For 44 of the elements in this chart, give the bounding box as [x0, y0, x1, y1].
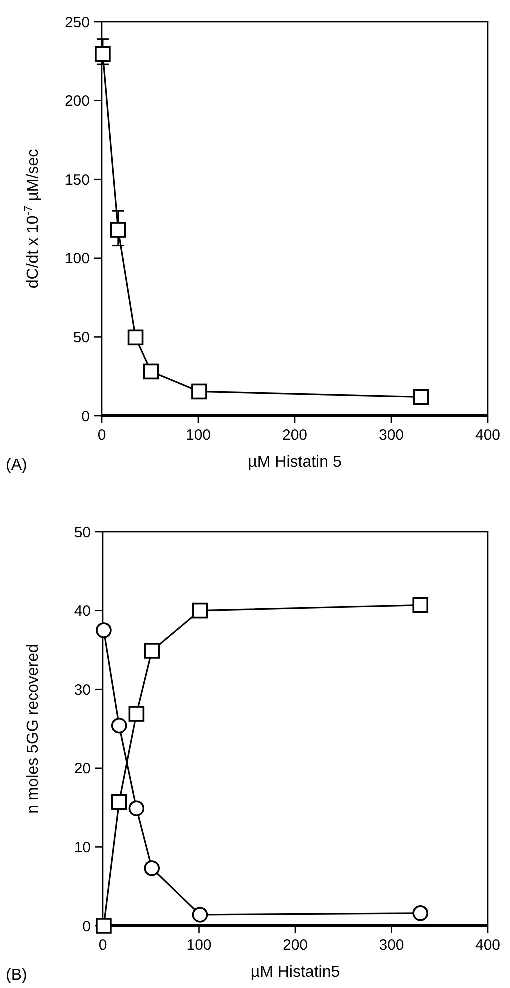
point	[128, 330, 144, 346]
y-tick-label: 0	[82, 408, 90, 426]
text: (B)	[6, 967, 28, 984]
point	[192, 602, 208, 619]
y-tick-label: 100	[64, 250, 90, 268]
point	[144, 860, 160, 876]
point	[95, 46, 111, 62]
y-axis-title: n moles 5GG recovered	[25, 644, 42, 814]
point	[111, 794, 128, 810]
point	[96, 622, 112, 638]
y-tick-label: 50	[74, 524, 91, 542]
x-axis-title: µM Histatin 5	[248, 454, 342, 471]
text: (A)	[6, 457, 28, 474]
x-tick-label: 0	[98, 427, 106, 444]
y-tick-label: 250	[64, 14, 90, 32]
x-tick-label: 400	[475, 937, 501, 954]
point	[128, 706, 145, 722]
point	[110, 222, 126, 238]
point	[144, 643, 160, 659]
y-tick-label: 50	[73, 329, 90, 346]
point	[192, 907, 208, 923]
x-tick-label: 400	[475, 427, 501, 444]
x-tick-label: 100	[186, 427, 212, 444]
y-tick-label: 200	[64, 93, 90, 110]
x-tick-label: 200	[282, 937, 308, 954]
y-tick-label: 40	[74, 603, 91, 620]
x-axis-title: µM Histatin5	[250, 964, 340, 981]
y-tick-label: 30	[74, 682, 91, 699]
x-tick-label: 300	[379, 937, 404, 954]
point	[412, 905, 429, 922]
x-tick-label: 0	[98, 937, 108, 954]
point	[143, 364, 160, 380]
point	[412, 597, 429, 614]
point	[414, 389, 430, 406]
y-tick-label: 0	[82, 918, 91, 936]
x-tick-label: 200	[282, 427, 308, 444]
y-tick-label: 10	[74, 839, 91, 856]
point	[128, 800, 145, 816]
y-tick-label: 150	[64, 172, 90, 189]
x-tick-label: 300	[378, 427, 404, 444]
point	[111, 718, 128, 734]
x-tick-label: 100	[186, 937, 212, 954]
point	[192, 384, 208, 400]
y-tick-label: 20	[74, 760, 91, 778]
